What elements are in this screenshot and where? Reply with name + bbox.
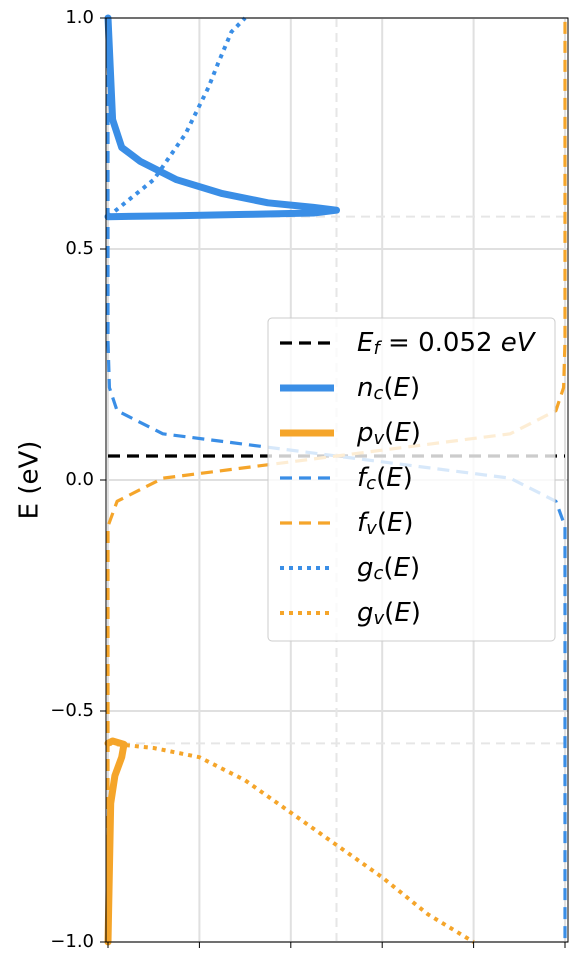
- y-tick-label-0: −1.0: [50, 931, 94, 952]
- y-tick-label-1: −0.5: [50, 700, 94, 721]
- y-axis-label: E (eV): [15, 441, 45, 520]
- legend-label-0: Ef = 0.052 eV: [357, 328, 537, 360]
- legend-label-3: fc(E): [357, 463, 413, 495]
- series-line-3: [106, 18, 567, 942]
- series-line-2: [104, 737, 128, 946]
- y-tick-label-4: 1.0: [65, 7, 94, 28]
- series-line-5: [106, 16, 247, 219]
- series-line-6: [107, 741, 475, 944]
- legend-box: [267, 317, 556, 642]
- series-line-4: [106, 18, 567, 942]
- legend-label-1: nc(E): [357, 373, 420, 405]
- legend-label-4: fv(E): [357, 508, 414, 540]
- legend: Ef = 0.052 eV nc(E) pv(E) fc(E) fv(E) gc(E) gv…: [267, 317, 556, 642]
- y-tick-label-2: 0.0: [65, 469, 94, 490]
- y-tick-label-3: 0.5: [65, 238, 94, 259]
- legend-label-2: pv(E): [356, 418, 421, 450]
- series-line-1: [104, 14, 340, 221]
- axis-ticks: −1.0 −0.5 0.0 0.5 1.0: [50, 7, 566, 952]
- legend-label-6: gv(E): [357, 598, 421, 630]
- legend-label-5: gc(E): [357, 553, 420, 585]
